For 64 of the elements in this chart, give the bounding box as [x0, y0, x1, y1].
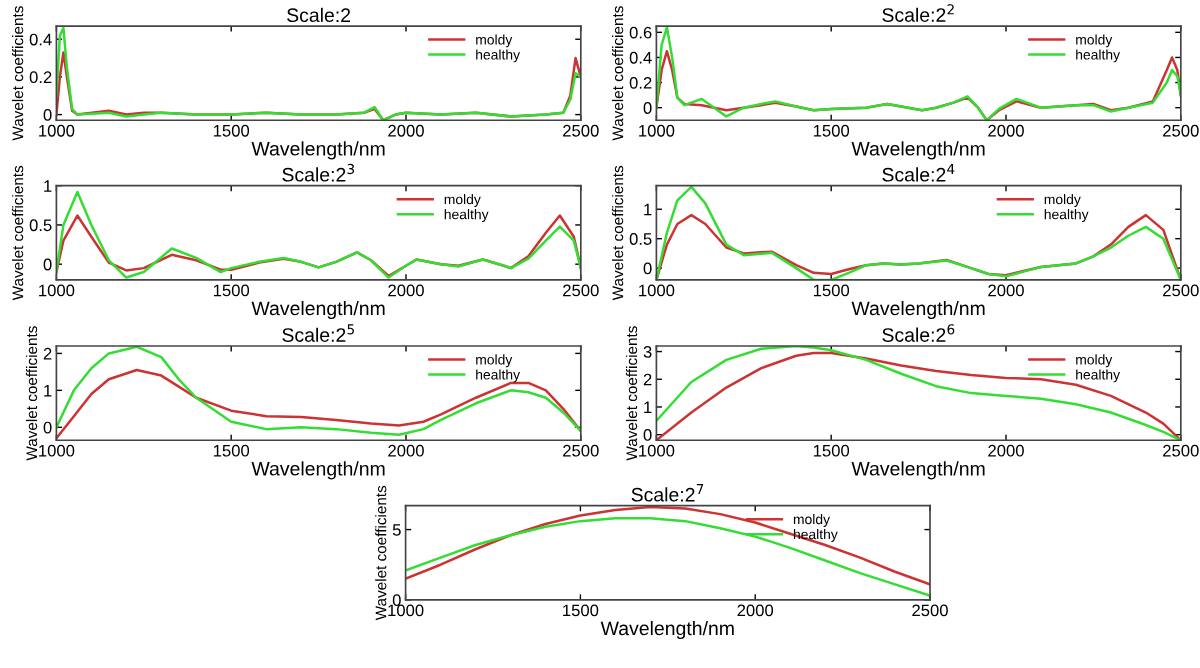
y-tick-label: 2 [643, 373, 652, 386]
y-tick-label: 0 [643, 429, 652, 441]
x-tick-label: 2500 [1163, 124, 1199, 137]
y-tick-label: 0 [43, 108, 52, 121]
y-tick-label: 0 [43, 421, 52, 434]
x-tick-label: 2500 [1163, 444, 1199, 457]
x-tick-label: 1000 [39, 284, 75, 297]
y-tick-label: 0 [43, 258, 52, 271]
y-tick-label: 3 [643, 345, 652, 358]
x-tick-label: 1500 [813, 124, 850, 137]
chart-title: Scale:2$^{5}$ [282, 324, 354, 342]
x-tick-label: 2000 [737, 604, 774, 617]
chart-title: Scale:2$^{4}$ [882, 164, 955, 182]
x-tick-label: 1000 [639, 444, 675, 457]
y-tick-label: 0 [392, 594, 401, 607]
x-tick-label: 1000 [39, 444, 75, 457]
x-tick-label: 1500 [213, 444, 250, 457]
x-axis-title: Wavelength/nm [851, 141, 985, 160]
y-tick-label: 0.4 [629, 51, 652, 64]
y-tick-label: 0.2 [29, 71, 52, 84]
y-tick-label: 2 [43, 347, 52, 360]
chart-title: Scale:2$^{2}$ [882, 4, 954, 22]
x-tick-label: 2000 [988, 124, 1024, 137]
x-tick-label: 1000 [39, 124, 75, 137]
y-tick-label: 5 [392, 524, 401, 536]
chart-title: Scale:2$^{6}$ [882, 324, 955, 342]
x-tick-label: 1500 [213, 284, 250, 297]
x-axis-title: Wavelength/nm [251, 141, 385, 160]
x-tick-label: 1000 [639, 284, 675, 297]
y-tick-label: 0.5 [29, 219, 52, 232]
y-tick-label: 0 [643, 102, 652, 114]
x-tick-label: 2500 [1163, 284, 1199, 297]
x-tick-label: 2000 [988, 444, 1024, 457]
x-tick-label: 1500 [563, 604, 599, 617]
y-tick-label: 0.2 [629, 76, 652, 89]
x-tick-label: 2000 [388, 124, 424, 137]
x-tick-label: 1000 [388, 604, 424, 617]
y-tick-label: 1 [44, 384, 52, 397]
x-axis-title: Wavelength/nm [251, 300, 385, 320]
x-tick-label: 2500 [563, 444, 599, 457]
x-tick-label: 1000 [639, 124, 675, 137]
chart-title: Scale:2$^{7}$ [631, 484, 704, 502]
chart-title: Scale:2 [287, 7, 351, 23]
y-tick-label: 1 [644, 203, 652, 216]
x-axis-title: Wavelength/nm [600, 620, 734, 640]
x-tick-label: 2000 [988, 284, 1024, 297]
x-tick-label: 1500 [813, 444, 850, 457]
x-tick-label: 2000 [388, 444, 424, 457]
x-tick-label: 2500 [563, 284, 599, 297]
y-tick-label: 1 [644, 401, 652, 414]
x-axis-title: Wavelength/nm [851, 461, 985, 480]
x-axis-title: Wavelength/nm [251, 461, 385, 480]
x-tick-label: 1500 [213, 124, 250, 137]
x-tick-label: 2500 [912, 604, 948, 617]
y-tick-label: 0.6 [629, 26, 652, 39]
x-tick-label: 1500 [813, 284, 850, 297]
x-axis-title: Wavelength/nm [851, 300, 985, 320]
x-tick-label: 2500 [563, 124, 599, 137]
x-tick-label: 2000 [388, 284, 424, 297]
y-tick-label: 1 [44, 180, 52, 192]
y-tick-label: 0.5 [629, 233, 652, 245]
y-tick-label: 0 [643, 262, 652, 275]
y-tick-label: 0.4 [29, 33, 52, 46]
chart-title: Scale:2$^{3}$ [282, 163, 355, 182]
